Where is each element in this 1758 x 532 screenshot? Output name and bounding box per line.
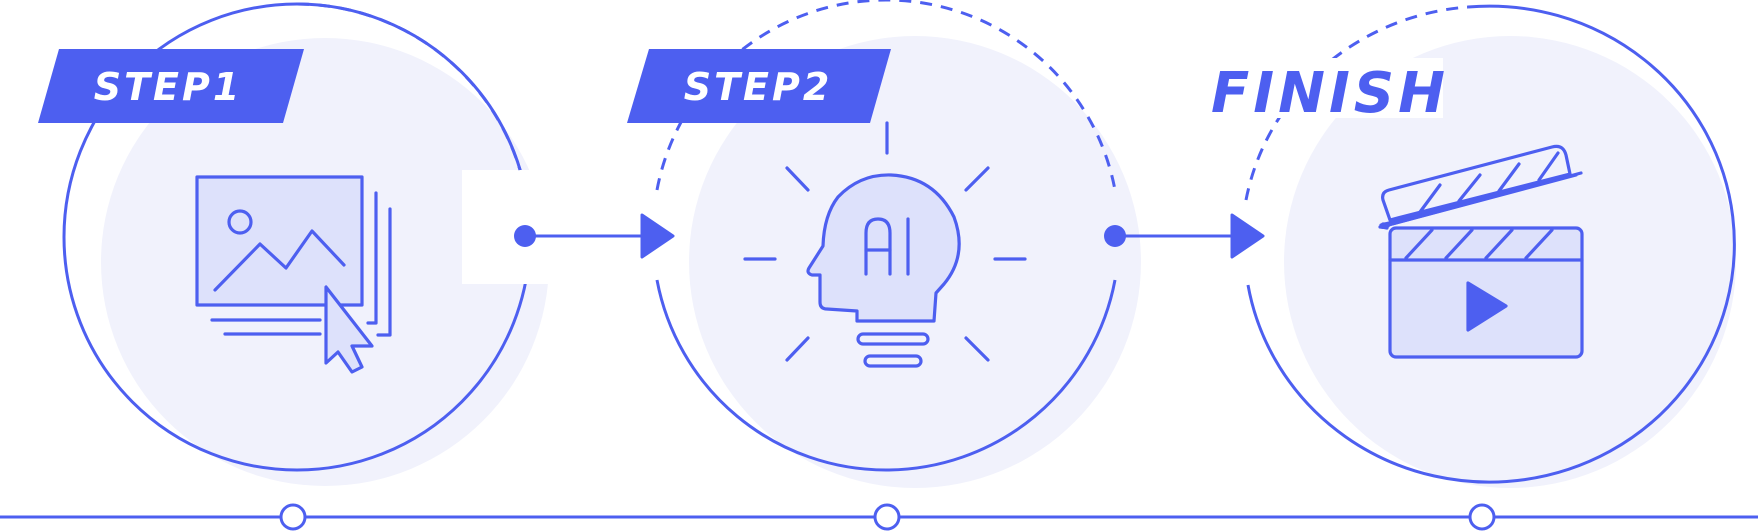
timeline-node-1	[279, 503, 307, 531]
timeline-node-2	[873, 503, 901, 531]
timeline	[0, 503, 1758, 531]
finish-label: FINISH	[1211, 61, 1449, 126]
connector-arrow-1	[640, 213, 675, 259]
image-upload-cursor-icon	[195, 175, 392, 374]
ai-lightbulb-head-icon	[743, 121, 1027, 368]
timeline-node-3	[1468, 503, 1496, 531]
step-2-ring	[655, 279, 1117, 472]
finish-group: FINISH	[1211, 4, 1736, 488]
step-1-dashed-arc	[296, 2, 522, 171]
step-1-group: STEP1	[38, 2, 675, 486]
step-2-label: STEP2	[684, 65, 833, 109]
step-2-dashed-arc	[655, 0, 1117, 191]
step-1-label-banner	[38, 49, 304, 123]
step-2-group: STEP2	[627, 0, 1265, 488]
video-clapperboard-icon	[1378, 144, 1584, 359]
connector-arrow-2	[1230, 213, 1265, 259]
step-2-label-banner	[627, 49, 891, 123]
finish-ring	[1246, 4, 1736, 484]
step-1-label: STEP1	[94, 65, 243, 109]
